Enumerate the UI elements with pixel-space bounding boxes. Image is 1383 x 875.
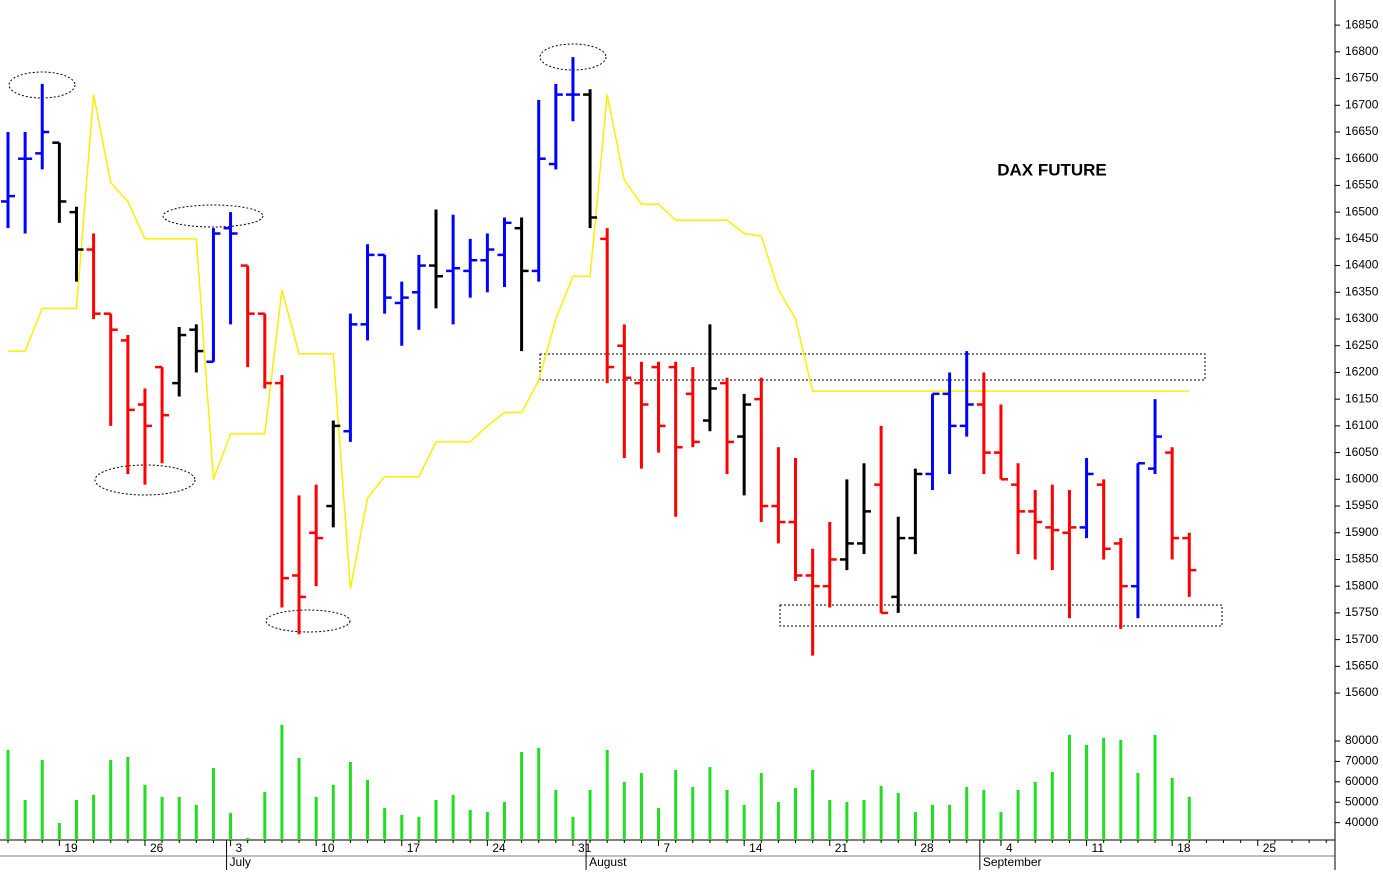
x-tick-label: 25 xyxy=(1263,841,1277,855)
y-tick-label: 16550 xyxy=(1345,178,1379,192)
y-tick-label: 16600 xyxy=(1345,151,1379,165)
y-tick-label: 16850 xyxy=(1345,17,1379,31)
y-tick-label: 16050 xyxy=(1345,445,1379,459)
y-tick-label: 16000 xyxy=(1345,471,1379,485)
y-tick-label: 15750 xyxy=(1345,605,1379,619)
y-tick-label: 15800 xyxy=(1345,578,1379,592)
y-tick-label: 16200 xyxy=(1345,365,1379,379)
y2-tick-label: 40000 xyxy=(1345,815,1379,829)
y-tick-label: 15900 xyxy=(1345,525,1379,539)
y-tick-label: 16650 xyxy=(1345,124,1379,138)
annotation-ellipse xyxy=(265,609,351,633)
y-tick-label: 16400 xyxy=(1345,258,1379,272)
x-tick-label: 10 xyxy=(321,841,335,855)
x-tick-label: 26 xyxy=(150,841,164,855)
y-tick-label: 16150 xyxy=(1345,391,1379,405)
y-tick-label: 16750 xyxy=(1345,71,1379,85)
x-tick-label: 17 xyxy=(407,841,421,855)
y-tick-label: 16700 xyxy=(1345,97,1379,111)
x-tick-label: 18 xyxy=(1177,841,1191,855)
x-tick-label: 4 xyxy=(1006,841,1013,855)
indicator-line xyxy=(8,94,1190,589)
y-tick-label: 15600 xyxy=(1345,685,1379,699)
x-month-label: August xyxy=(589,855,627,869)
y-tick-label: 15650 xyxy=(1345,659,1379,673)
x-tick-label: 11 xyxy=(1092,841,1105,855)
annotation-zone xyxy=(779,604,1223,627)
y2-tick-label: 60000 xyxy=(1345,774,1379,788)
chart-title: DAX FUTURE xyxy=(997,160,1107,179)
annotation-ellipse xyxy=(162,204,264,228)
x-tick-label: 7 xyxy=(664,841,671,855)
y-tick-label: 15950 xyxy=(1345,498,1379,512)
x-tick-label: 24 xyxy=(492,841,506,855)
x-tick-label: 3 xyxy=(236,841,243,855)
x-month-label: September xyxy=(983,855,1042,869)
y-tick-label: 15850 xyxy=(1345,552,1379,566)
y2-tick-label: 80000 xyxy=(1345,733,1379,747)
y-tick-label: 16800 xyxy=(1345,44,1379,58)
x-tick-label: 31 xyxy=(578,841,592,855)
x-tick-label: 28 xyxy=(920,841,934,855)
y-tick-label: 16100 xyxy=(1345,418,1379,432)
x-tick-label: 21 xyxy=(835,841,849,855)
y-tick-label: 16250 xyxy=(1345,338,1379,352)
x-tick-label: 14 xyxy=(749,841,763,855)
y-tick-label: 15700 xyxy=(1345,632,1379,646)
y2-tick-label: 50000 xyxy=(1345,794,1379,808)
y-tick-label: 16300 xyxy=(1345,311,1379,325)
x-month-label: July xyxy=(230,855,251,869)
y-tick-label: 16350 xyxy=(1345,284,1379,298)
y-tick-label: 16450 xyxy=(1345,231,1379,245)
y-tick-label: 16500 xyxy=(1345,204,1379,218)
annotation-zone xyxy=(539,353,1206,381)
x-tick-label: 19 xyxy=(64,841,78,855)
y2-tick-label: 70000 xyxy=(1345,754,1379,768)
